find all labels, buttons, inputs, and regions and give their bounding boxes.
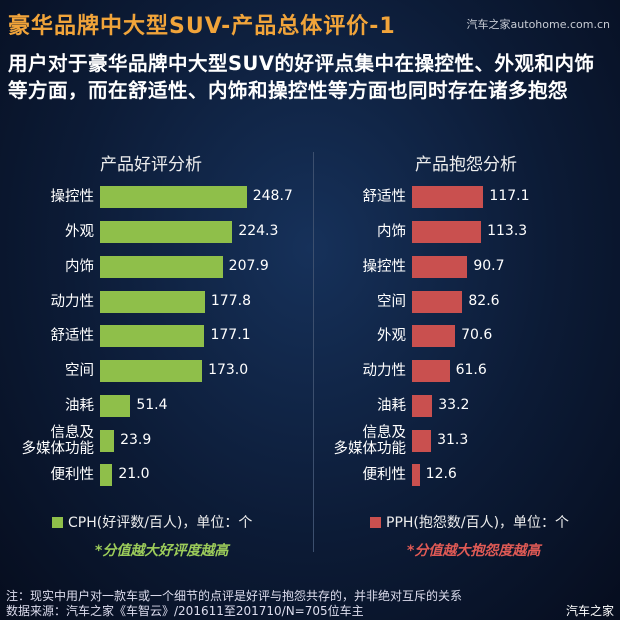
bar [100,325,205,347]
left-note: *分值越大好评度越高 [95,543,229,559]
bar [412,430,432,452]
watermark: 汽车之家autohome.com.cn [466,18,610,31]
category-label: 空间 [377,294,406,310]
category-label: 油耗 [377,398,406,414]
category-label: 动力性 [362,363,407,379]
bar [412,395,433,417]
value-label: 82.6 [468,293,500,309]
value-label: 51.4 [136,397,168,413]
category-label: 信息及 多媒体功能 [21,425,95,457]
value-label: 31.3 [437,432,469,448]
right-legend: PPH(抱怨数/百人)，单位：个 [370,512,569,532]
bar [100,221,233,243]
category-label: 内饰 [65,259,94,275]
value-label: 90.7 [473,258,505,274]
value-label: 113.3 [487,223,528,239]
category-label: 操控性 [50,189,95,205]
footer-note: 注：现实中用户对一款车或一个细节的点评是好评与抱怨共存的，并非绝对互斥的关系 [6,589,463,603]
value-label: 224.3 [238,223,279,239]
bar [412,291,463,313]
bar [100,395,131,417]
value-label: 23.9 [120,432,152,448]
value-label: 21.0 [118,466,150,482]
divider [313,152,314,552]
legend-text: CPH(好评数/百人)，单位：个 [68,515,253,531]
subtitle: 用户对于豪华品牌中大型SUV的好评点集中在操控性、外观和内饰等方面，而在舒适性、… [8,52,595,102]
left-chart-title: 产品好评分析 [100,155,202,175]
category-label: 便利性 [50,467,95,483]
value-label: 117.1 [489,188,530,204]
value-label: 177.8 [210,293,251,309]
bar [412,325,456,347]
bar [100,360,203,382]
bar [100,291,205,313]
category-label: 舒适性 [50,328,95,344]
category-label: 舒适性 [362,189,407,205]
category-label: 动力性 [50,294,95,310]
bar [412,221,482,243]
category-label: 信息及 多媒体功能 [333,425,407,457]
autohome-logo: 汽车之家 [565,604,614,618]
left-legend: CPH(好评数/百人)，单位：个 [52,512,252,532]
value-label: 33.2 [438,397,470,413]
value-label: 177.1 [210,327,251,343]
category-label: 空间 [65,363,94,379]
category-label: 操控性 [362,259,407,275]
category-label: 油耗 [65,398,94,414]
legend-swatch [370,517,381,528]
bar [100,256,223,278]
value-label: 207.9 [228,258,269,274]
value-label: 70.6 [461,327,493,343]
category-label: 外观 [377,328,406,344]
page-title: 豪华品牌中大型SUV-产品总体评价-1 [8,14,396,39]
value-label: 248.7 [252,188,293,204]
value-label: 61.6 [455,362,487,378]
bar [412,464,420,486]
bar [100,464,113,486]
legend-swatch [52,517,63,528]
bar [100,186,247,208]
value-label: 173.0 [208,362,249,378]
category-label: 便利性 [362,467,407,483]
footer: 注：现实中用户对一款车或一个细节的点评是好评与抱怨共存的，并非绝对互斥的关系 数… [6,589,462,619]
legend-text: PPH(抱怨数/百人)，单位：个 [386,515,570,531]
bar [100,430,115,452]
right-note: *分值越大抱怨度越高 [407,543,541,559]
category-label: 外观 [65,224,94,240]
right-chart-title: 产品抱怨分析 [415,155,517,175]
category-label: 内饰 [377,224,406,240]
footer-source: 数据来源：汽车之家《车智云》/201611至201710/N=705位车主 [6,604,364,618]
bar [412,186,484,208]
value-label: 12.6 [425,466,457,482]
bar [412,360,450,382]
bar [412,256,468,278]
